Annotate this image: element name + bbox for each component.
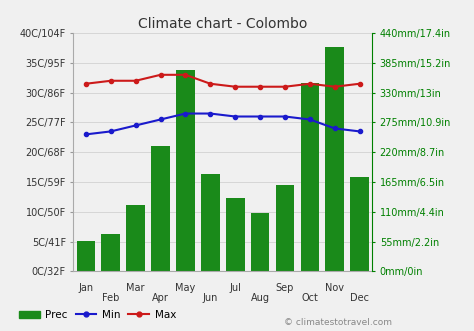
Bar xyxy=(326,47,344,271)
Text: Feb: Feb xyxy=(102,293,119,303)
Legend: Prec, Min, Max: Prec, Min, Max xyxy=(15,306,180,324)
Text: © climatestotravel.com: © climatestotravel.com xyxy=(284,318,392,327)
Bar xyxy=(176,71,195,271)
Text: Aug: Aug xyxy=(251,293,270,303)
Bar xyxy=(350,177,369,271)
Text: Sep: Sep xyxy=(276,283,294,293)
Bar xyxy=(101,234,120,271)
Text: Jul: Jul xyxy=(229,283,241,293)
Bar xyxy=(201,174,219,271)
Text: Dec: Dec xyxy=(350,293,369,303)
Title: Climate chart - Colombo: Climate chart - Colombo xyxy=(138,17,308,30)
Bar xyxy=(127,205,145,271)
Text: Mar: Mar xyxy=(127,283,145,293)
Text: Nov: Nov xyxy=(325,283,344,293)
Text: Jun: Jun xyxy=(203,293,218,303)
Bar xyxy=(151,146,170,271)
Bar xyxy=(276,185,294,271)
Text: Jan: Jan xyxy=(78,283,93,293)
Bar xyxy=(226,198,245,271)
Text: Apr: Apr xyxy=(152,293,169,303)
Bar xyxy=(301,83,319,271)
Text: May: May xyxy=(175,283,196,293)
Bar xyxy=(77,241,95,271)
Bar xyxy=(251,213,269,271)
Text: Oct: Oct xyxy=(301,293,319,303)
